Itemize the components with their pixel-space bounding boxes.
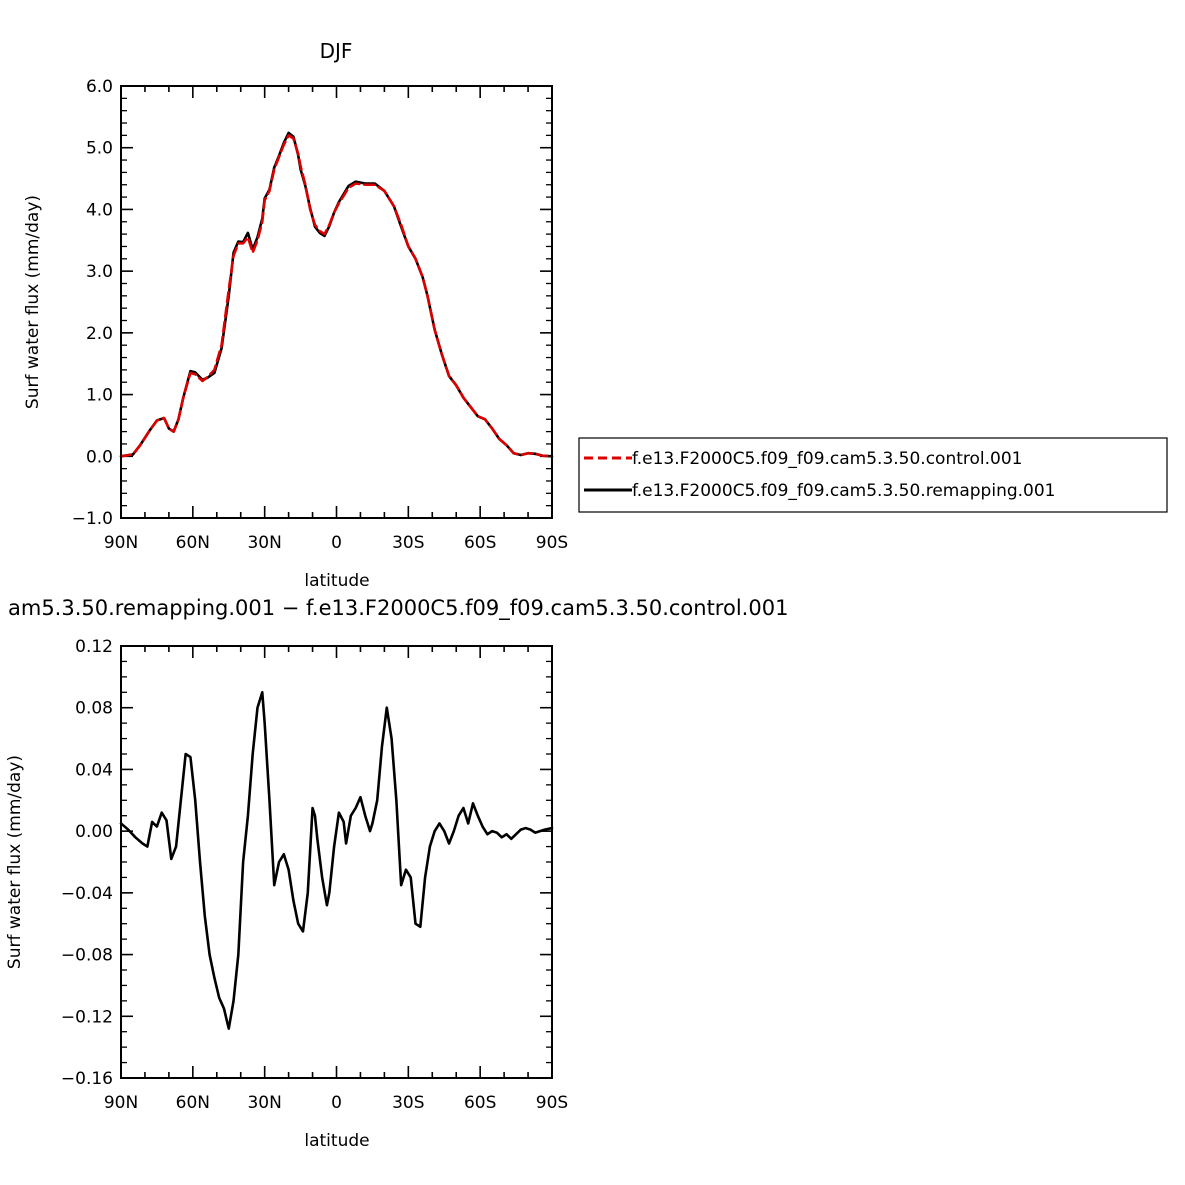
bottom-y-tick-label: 0.04: [75, 760, 113, 780]
top-chart-frame: [120, 85, 553, 519]
top-series-line-1: [119, 134, 554, 458]
top-y-tick-label: 1.0: [86, 386, 113, 406]
bottom-x-tick-label: 90S: [536, 1093, 568, 1113]
top-x-tick-label: 90S: [536, 533, 568, 553]
bottom-x-tick-label: 0: [331, 1093, 342, 1113]
top-chart-title: DJF: [320, 39, 353, 63]
bottom-chart-y-axis-label: Surf water flux (mm/day): [5, 755, 25, 969]
top-x-tick-label: 30N: [247, 533, 281, 553]
bottom-y-tick-label: −0.08: [61, 946, 113, 966]
top-y-tick-label: 2.0: [86, 324, 113, 344]
bottom-y-tick-label: −0.16: [61, 1069, 113, 1089]
top-chart: DJF Surf water flux (mm/day) latitude 90…: [23, 39, 568, 591]
top-y-tick-label: 6.0: [86, 77, 113, 97]
bottom-x-tick-label: 60N: [176, 1093, 210, 1113]
bottom-chart-axes: 90N 60N 30N 0 30S 60S 90S −0.16 −0.12 −0.08 −0.04 0…: [61, 637, 568, 1113]
bottom-chart-title: am5.3.50.remapping.001 − f.e13.F2000C5.f…: [8, 596, 788, 621]
bottom-chart-frame: [120, 645, 553, 1079]
top-y-tick-label: −1.0: [72, 509, 113, 529]
legend-label-control: f.e13.F2000C5.f09_f09.cam5.3.50.control.…: [632, 449, 1023, 469]
bottom-x-tick-label: 90N: [104, 1093, 138, 1113]
legend-label-remapping: f.e13.F2000C5.f09_f09.cam5.3.50.remappin…: [632, 481, 1056, 501]
bottom-chart-x-axis-label: latitude: [304, 1131, 369, 1151]
top-chart-y-axis-label: Surf water flux (mm/day): [23, 195, 43, 409]
bottom-y-tick-label: −0.04: [61, 884, 113, 904]
bottom-x-tick-label: 60S: [464, 1093, 496, 1113]
top-x-tick-label: 60S: [464, 533, 496, 553]
top-y-tick-label: 4.0: [86, 200, 113, 220]
bottom-y-tick-label: 0.08: [75, 699, 113, 719]
legend-box: [578, 437, 1168, 513]
top-chart-series: [119, 131, 554, 458]
top-y-tick-label: 5.0: [86, 139, 113, 159]
top-x-tick-label: 30S: [392, 533, 424, 553]
top-y-tick-label: 0.0: [86, 447, 113, 467]
bottom-y-tick-label: 0.12: [75, 637, 113, 657]
top-x-tick-label: 60N: [176, 533, 210, 553]
bottom-series-line-1: [119, 690, 554, 1030]
legend: f.e13.F2000C5.f09_f09.cam5.3.50.control.…: [578, 437, 1168, 513]
bottom-y-tick-label: 0.00: [75, 822, 113, 842]
bottom-x-tick-label: 30N: [247, 1093, 281, 1113]
top-chart-x-axis-label: latitude: [304, 571, 369, 591]
top-x-tick-label: 90N: [104, 533, 138, 553]
bottom-x-tick-label: 30S: [392, 1093, 424, 1113]
bottom-chart-series: [119, 690, 554, 1030]
top-x-tick-label: 0: [331, 533, 342, 553]
bottom-chart: am5.3.50.remapping.001 − f.e13.F2000C5.f…: [5, 596, 788, 1151]
top-series-line-2: [119, 131, 554, 458]
top-y-tick-label: 3.0: [86, 262, 113, 282]
top-chart-axes: 90N 60N 30N 0 30S 60S 90S −1.0 0.0 1.0 2.0 3.0 4.0 5.…: [72, 77, 569, 553]
bottom-y-tick-label: −0.12: [61, 1007, 113, 1027]
